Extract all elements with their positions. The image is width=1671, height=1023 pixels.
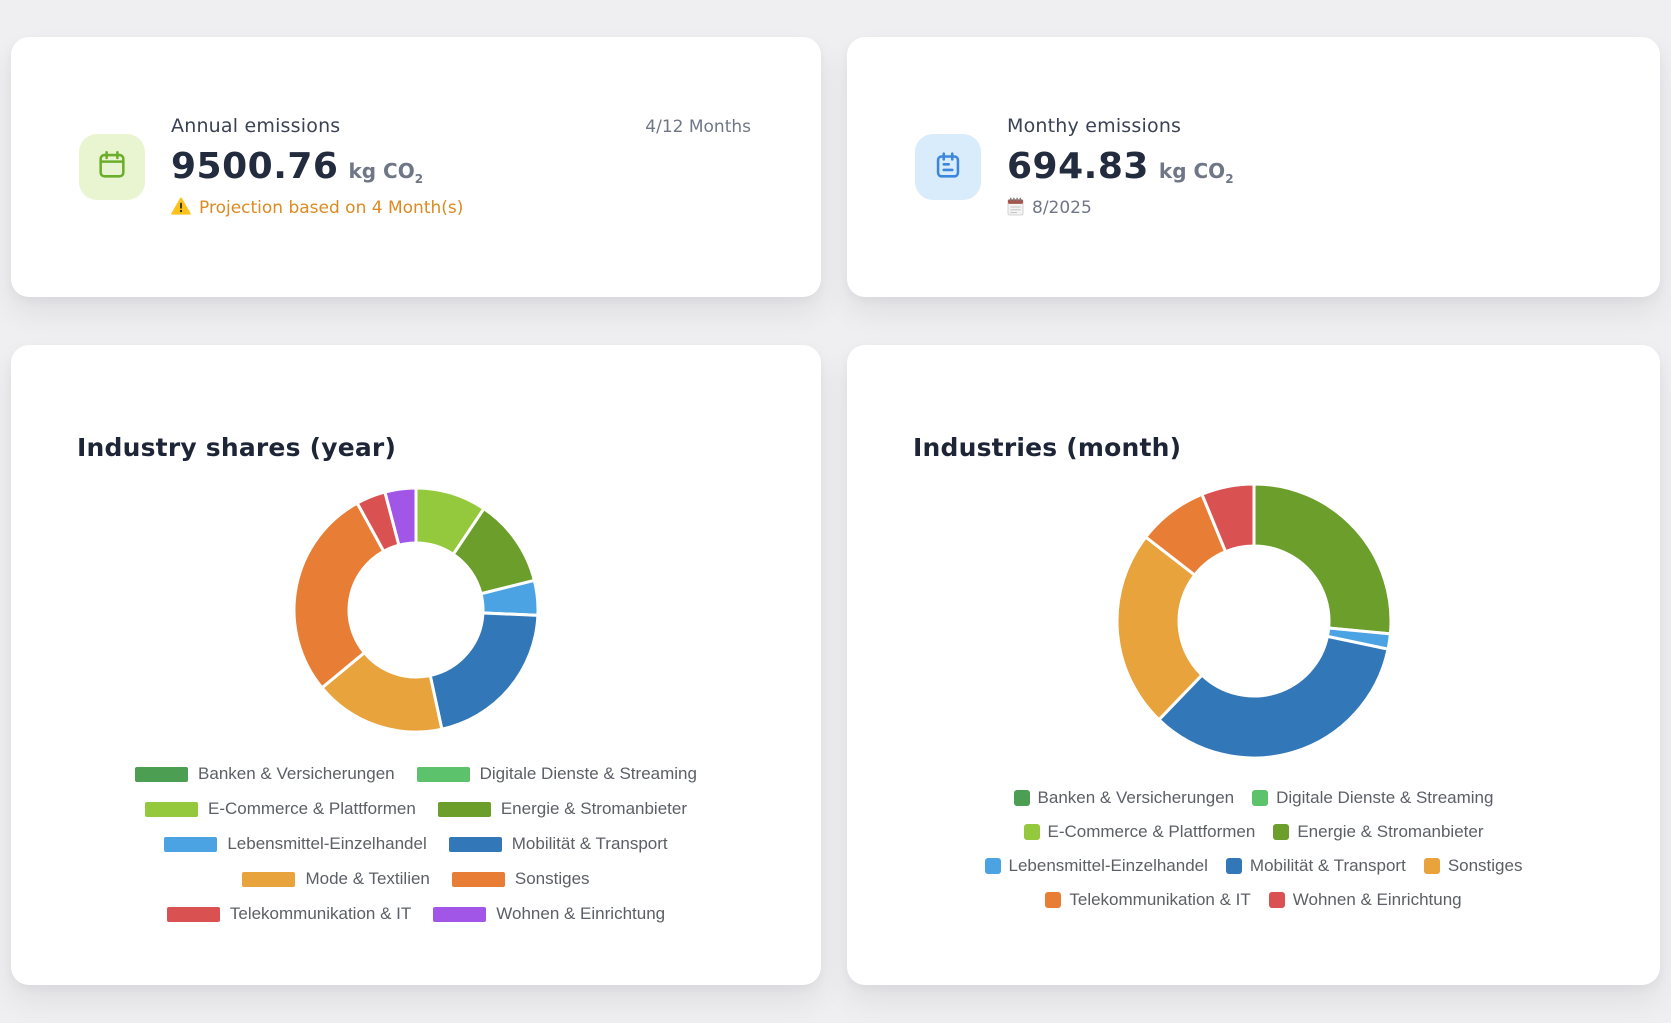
- legend-item-digitale-dienste-streaming[interactable]: Digitale Dienste & Streaming: [416, 764, 697, 784]
- donut-slice-wohnen-einrichtung[interactable]: [1199, 482, 1255, 554]
- legend-swatch: [984, 858, 1001, 874]
- legend-swatch: [1225, 858, 1242, 874]
- legend-item-mobilit-t-transport[interactable]: Mobilität & Transport: [1225, 856, 1406, 876]
- legend-swatch: [451, 871, 505, 887]
- legend-label: E-Commerce & Plattformen: [1047, 822, 1256, 841]
- monthly-value-row: 694.83 kg CO2: [1007, 146, 1234, 187]
- legend-label: Digitale Dienste & Streaming: [479, 764, 697, 783]
- monthly-stat-body: Monthy emissions 694.83 kg CO2: [1007, 115, 1234, 220]
- dashboard-grid: Annual emissions 9500.76 kg CO2 Projecti…: [11, 37, 1660, 985]
- legend-label: Telekommunikation & IT: [229, 904, 412, 923]
- legend-item-energie-stromanbieter[interactable]: Energie & Stromanbieter: [1273, 822, 1484, 842]
- legend-swatch: [433, 906, 487, 922]
- legend-item-banken-versicherungen[interactable]: Banken & Versicherungen: [1013, 788, 1235, 808]
- monthly-period-row: 8/2025: [1007, 197, 1234, 220]
- legend-item-lebensmittel-einzelhandel[interactable]: Lebensmittel-Einzelhandel: [164, 834, 427, 854]
- legend-swatch: [1273, 824, 1290, 840]
- legend-item-wohnen-einrichtung[interactable]: Wohnen & Einrichtung: [433, 904, 665, 924]
- legend-swatch: [416, 766, 470, 782]
- legend-swatch: [1252, 790, 1269, 806]
- legend-item-digitale-dienste-streaming[interactable]: Digitale Dienste & Streaming: [1252, 788, 1493, 808]
- mini-calendar-icon: [1007, 197, 1024, 220]
- annual-value-row: 9500.76 kg CO2: [171, 146, 463, 187]
- legend-label: Mode & Textilien: [305, 869, 430, 888]
- legend-swatch: [437, 801, 491, 817]
- annual-icon-tile: [79, 134, 145, 200]
- months-badge: 4/12 Months: [645, 117, 751, 137]
- annual-warning-row: Projection based on 4 Month(s): [171, 197, 463, 219]
- legend-label: E-Commerce & Plattformen: [208, 799, 416, 818]
- monthly-title: Monthy emissions: [1007, 114, 1182, 137]
- legend-item-lebensmittel-einzelhandel[interactable]: Lebensmittel-Einzelhandel: [984, 856, 1208, 876]
- legend-label: Banken & Versicherungen: [198, 764, 395, 783]
- legend-label: Wohnen & Einrichtung: [1292, 890, 1462, 909]
- calendar-lines-icon: [931, 148, 965, 186]
- donut-slice-sonstiges[interactable]: [292, 501, 386, 690]
- year-chart-card: Industry shares (year) Banken & Versiche…: [11, 345, 821, 985]
- legend-item-sonstiges[interactable]: Sonstiges: [451, 869, 590, 889]
- donut-slice-energie-stromanbieter[interactable]: [1252, 482, 1392, 636]
- legend-item-e-commerce-plattformen[interactable]: E-Commerce & Plattformen: [1023, 822, 1256, 842]
- legend-label: Banken & Versicherungen: [1037, 788, 1235, 807]
- month-chart-card: Industries (month) Banken & Versicherung…: [847, 345, 1660, 985]
- legend-item-banken-versicherungen[interactable]: Banken & Versicherungen: [135, 764, 395, 784]
- legend-swatch: [1268, 892, 1285, 908]
- legend-label: Sonstiges: [1447, 856, 1523, 875]
- legend-swatch: [166, 906, 220, 922]
- monthly-value: 694.83: [1007, 145, 1149, 187]
- legend-label: Mobilität & Transport: [1249, 856, 1406, 875]
- annual-unit: kg CO2: [348, 159, 424, 186]
- monthly-emissions-card: Monthy emissions 694.83 kg CO2: [847, 37, 1660, 297]
- donut-slice-wohnen-einrichtung[interactable]: [383, 486, 418, 548]
- legend-item-sonstiges[interactable]: Sonstiges: [1423, 856, 1523, 876]
- month-chart-title: Industries (month): [913, 433, 1182, 462]
- legend-item-energie-stromanbieter[interactable]: Energie & Stromanbieter: [437, 799, 687, 819]
- year-chart-title: Industry shares (year): [77, 433, 397, 462]
- legend-item-mobilit-t-transport[interactable]: Mobilität & Transport: [448, 834, 668, 854]
- legend-item-telekommunikation-it[interactable]: Telekommunikation & IT: [166, 904, 412, 924]
- donut-slice-mobilit-t-transport[interactable]: [428, 611, 540, 732]
- warning-icon: [171, 197, 191, 219]
- legend-label: Lebensmittel-Einzelhandel: [227, 834, 427, 853]
- legend-label: Mobilität & Transport: [511, 834, 668, 853]
- legend-label: Energie & Stromanbieter: [1297, 822, 1484, 841]
- monthly-icon-tile: [915, 134, 981, 200]
- legend-swatch: [448, 836, 502, 852]
- legend-swatch: [1423, 858, 1440, 874]
- legend-label: Sonstiges: [514, 869, 590, 888]
- legend-label: Energie & Stromanbieter: [500, 799, 687, 818]
- legend-item-telekommunikation-it[interactable]: Telekommunikation & IT: [1045, 890, 1251, 910]
- legend-label: Wohnen & Einrichtung: [496, 904, 666, 923]
- donut-slice-sonstiges[interactable]: [1115, 534, 1204, 722]
- warning-text: Projection based on 4 Month(s): [199, 198, 464, 218]
- legend-swatch: [242, 871, 296, 887]
- legend-swatch: [135, 766, 189, 782]
- legend-item-wohnen-einrichtung[interactable]: Wohnen & Einrichtung: [1268, 890, 1462, 910]
- legend-swatch: [1013, 790, 1030, 806]
- legend-label: Digitale Dienste & Streaming: [1276, 788, 1494, 807]
- donut-slice-mobilit-t-transport[interactable]: [1156, 634, 1390, 760]
- annual-stat-body: Annual emissions 9500.76 kg CO2 Projecti…: [171, 115, 463, 219]
- monthly-unit: kg CO2: [1158, 158, 1234, 186]
- calendar-icon: [95, 148, 129, 186]
- legend-item-e-commerce-plattformen[interactable]: E-Commerce & Plattformen: [145, 799, 416, 819]
- annual-title: Annual emissions: [171, 115, 341, 137]
- year-chart-legend: Banken & Versicherungen Digitale Dienste …: [116, 764, 716, 924]
- period-text: 8/2025: [1032, 198, 1092, 218]
- legend-swatch: [145, 801, 198, 817]
- annual-emissions-card: Annual emissions 9500.76 kg CO2 Projecti…: [11, 37, 821, 297]
- legend-item-mode-textilien[interactable]: Mode & Textilien: [242, 869, 430, 889]
- annual-value: 9500.76: [171, 146, 339, 187]
- year-donut-chart: [292, 486, 540, 734]
- month-chart-legend: Banken & Versicherungen Digitale Dienste …: [934, 788, 1574, 910]
- legend-swatch: [164, 836, 218, 852]
- legend-swatch: [1023, 824, 1040, 840]
- legend-label: Lebensmittel-Einzelhandel: [1008, 856, 1208, 875]
- legend-label: Telekommunikation & IT: [1069, 890, 1251, 909]
- legend-swatch: [1045, 892, 1062, 908]
- month-donut-chart: [1115, 482, 1392, 760]
